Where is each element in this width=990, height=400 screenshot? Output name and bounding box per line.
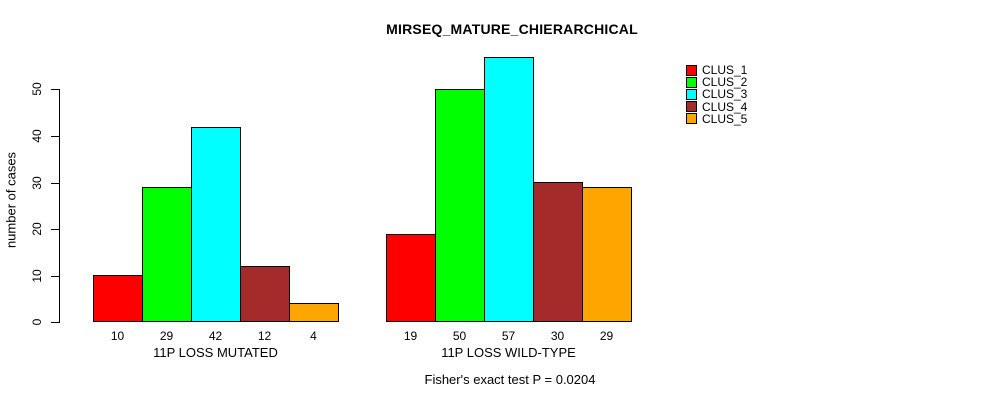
legend-item-clus_4: CLUS_4 — [686, 99, 748, 114]
legend-swatch-icon — [686, 64, 697, 76]
bar-clus_5-group1 — [289, 303, 339, 322]
y-tick-mark — [51, 136, 59, 137]
caption: Fisher's exact test P = 0.0204 — [424, 372, 596, 387]
y-tick-mark — [51, 322, 59, 323]
y-tick-label: 40 — [30, 129, 44, 143]
legend-swatch-icon — [686, 101, 697, 113]
bar-value-label: 42 — [208, 329, 223, 343]
bar-value-label: 50 — [452, 329, 467, 343]
legend-item-clus_1: CLUS_1 — [686, 63, 748, 78]
bar-value-label: 30 — [550, 329, 565, 343]
bar-value-label: 12 — [257, 329, 272, 343]
bar-value-label: 29 — [159, 329, 174, 343]
bar-clus_2-group2 — [435, 89, 485, 322]
legend-label: CLUS_3 — [702, 87, 748, 102]
group-label: 11P LOSS WILD-TYPE — [441, 345, 576, 360]
bar-clus_1-group1 — [93, 275, 143, 322]
bar-clus_4-group1 — [240, 266, 290, 322]
bar-clus_5-group2 — [582, 187, 632, 322]
y-tick-label: 20 — [30, 222, 44, 236]
y-tick-mark — [51, 183, 59, 184]
legend-item-clus_3: CLUS_3 — [686, 87, 748, 102]
legend-item-clus_5: CLUS_5 — [686, 111, 748, 126]
bar-clus_3-group1 — [191, 127, 241, 322]
y-tick-label: 0 — [30, 318, 44, 326]
y-tick-mark — [51, 229, 59, 230]
y-axis-line — [59, 89, 60, 323]
bar-value-label: 4 — [310, 329, 317, 343]
chart-title: MIRSEQ_MATURE_CHIERARCHICAL — [386, 21, 638, 37]
bar-value-label: 29 — [599, 329, 614, 343]
bar-value-label: 57 — [501, 329, 516, 343]
y-tick-mark — [51, 276, 59, 277]
bar-clus_4-group2 — [533, 182, 583, 322]
legend-label: CLUS_4 — [702, 99, 748, 114]
bar-value-label: 19 — [403, 329, 418, 343]
y-tick-label: 50 — [30, 82, 44, 96]
y-tick-label: 10 — [30, 269, 44, 283]
bar-clus_1-group2 — [386, 234, 436, 322]
legend-swatch-icon — [686, 76, 697, 88]
bar-clus_2-group1 — [142, 187, 192, 322]
legend-swatch-icon — [686, 113, 697, 125]
y-axis-title: number of cases — [3, 151, 19, 249]
legend-swatch-icon — [686, 88, 697, 100]
legend-item-clus_2: CLUS_2 — [686, 75, 748, 90]
legend-label: CLUS_2 — [702, 75, 748, 90]
bar-clus_3-group2 — [484, 57, 534, 322]
legend-label: CLUS_5 — [702, 111, 748, 126]
group-label: 11P LOSS MUTATED — [153, 345, 278, 360]
y-tick-label: 30 — [30, 176, 44, 190]
bar-value-label: 10 — [110, 329, 125, 343]
y-tick-mark — [51, 89, 59, 90]
legend-label: CLUS_1 — [702, 63, 748, 78]
legend: CLUS_1 CLUS_2 CLUS_3 CLUS_4 CLUS_5 — [686, 63, 748, 126]
